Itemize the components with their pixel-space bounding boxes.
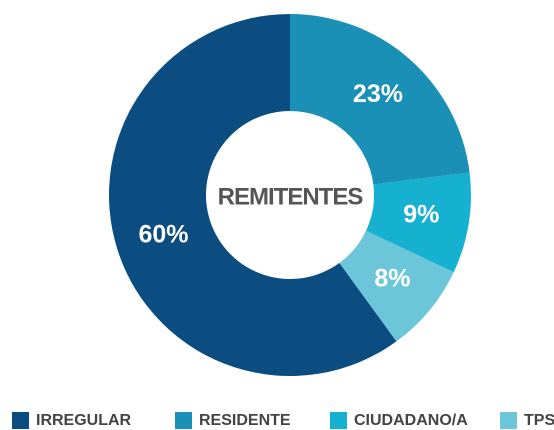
value-label: 9% (403, 200, 439, 228)
value-label: 60% (138, 221, 188, 249)
legend-label: TPS (524, 412, 554, 429)
legend-swatch (12, 412, 29, 429)
slice (366, 172, 471, 273)
legend-label: RESIDENTE (199, 412, 291, 429)
legend-label: CIUDADANO/A (354, 412, 468, 429)
slice (108, 14, 397, 377)
value-label: 23% (353, 80, 403, 108)
legend-swatch (175, 412, 192, 429)
value-label: 8% (374, 264, 410, 292)
center-label: REMITENTES (218, 183, 364, 210)
legend-label: IRREGULAR (36, 412, 132, 429)
slice (339, 230, 454, 342)
legend-swatch (500, 412, 517, 429)
legend-swatch (330, 412, 347, 429)
slice (290, 14, 470, 185)
